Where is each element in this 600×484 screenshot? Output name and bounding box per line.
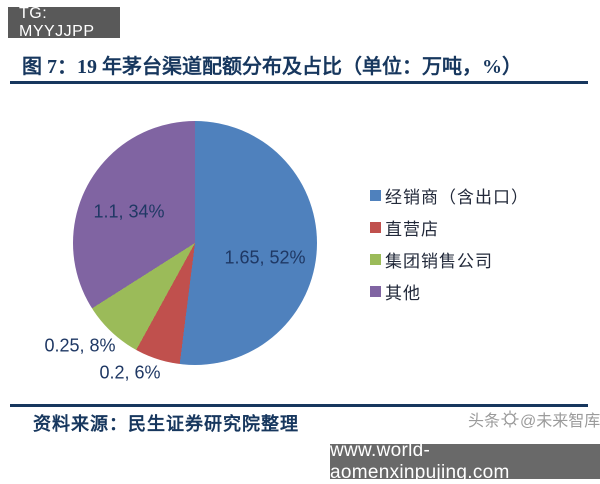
legend-swatch-purple-icon: [370, 286, 381, 297]
pie-chart: [73, 121, 317, 365]
url-watermark-box: www.world-aomenxinpujing.com: [330, 440, 600, 483]
title-divider: [10, 81, 588, 84]
legend-swatch-green-icon: [370, 254, 381, 265]
brand-watermark-left: 头条: [468, 413, 501, 430]
legend-item-others: 其他: [370, 281, 529, 303]
legend: 经销商（含出口） 直营店 集团销售公司 其他: [370, 185, 529, 303]
brand-watermark: 头条 @未来智库: [468, 407, 600, 431]
legend-swatch-blue-icon: [370, 190, 381, 201]
legend-label-others: 其他: [385, 284, 421, 303]
pie-label-dealers: 1.65, 52%: [224, 247, 306, 268]
tg-tag-label: TG: MYYJJPP: [19, 4, 95, 40]
source-divider: [10, 404, 588, 407]
tg-tag-box: TG: MYYJJPP: [8, 4, 120, 40]
legend-item-direct-stores: 直营店: [370, 217, 529, 239]
source-text: 资料来源：民生证券研究院整理: [33, 414, 299, 434]
legend-item-group-sales: 集团销售公司: [370, 249, 529, 271]
legend-swatch-red-icon: [370, 222, 381, 233]
brand-watermark-right: @未来智库: [520, 413, 600, 430]
pie-label-direct-stores: 0.2, 6%: [99, 362, 161, 383]
legend-label-dealers: 经销商（含出口）: [385, 188, 529, 207]
toutiao-logo-icon: [501, 410, 519, 428]
legend-label-group-sales: 集团销售公司: [385, 252, 493, 271]
legend-label-direct-stores: 直营店: [385, 220, 439, 239]
legend-item-dealers: 经销商（含出口）: [370, 185, 529, 207]
url-watermark-text: www.world-aomenxinpujing.com: [330, 439, 510, 483]
pie-label-others: 1.1, 34%: [93, 201, 165, 222]
figure-title: 图 7：19 年茅台渠道配额分布及占比（单位：万吨，%）: [22, 56, 522, 78]
pie-label-group-sales: 0.25, 8%: [44, 335, 116, 356]
